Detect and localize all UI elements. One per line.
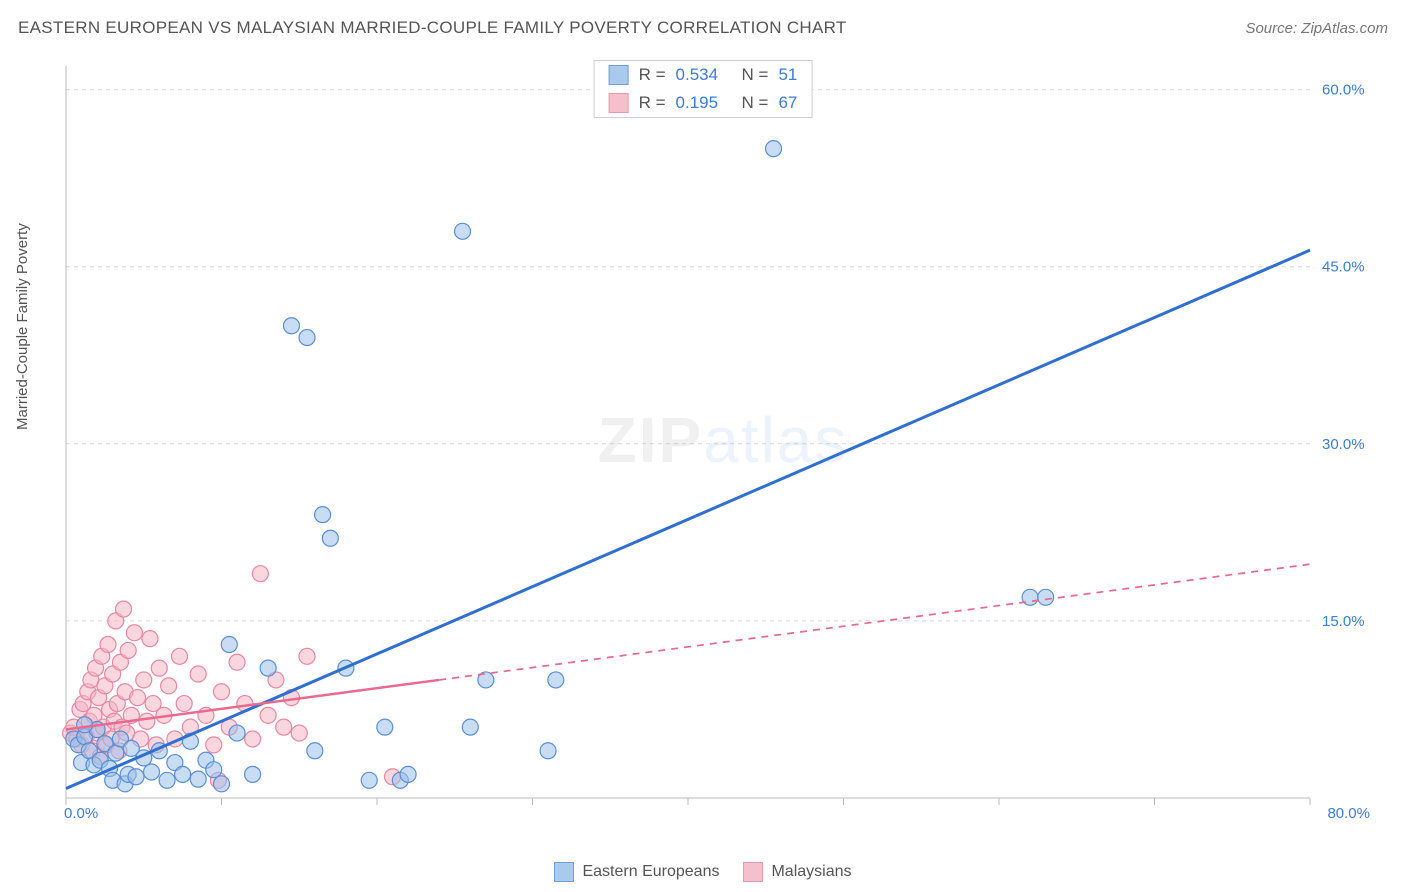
- series-swatch: [609, 65, 629, 85]
- legend-item: Eastern Europeans: [554, 862, 719, 882]
- legend-item: Malaysians: [743, 862, 851, 882]
- r-value: 0.534: [676, 65, 732, 85]
- y-tick-label: 15.0%: [1322, 613, 1365, 630]
- r-value: 0.195: [676, 93, 732, 113]
- y-tick-label: 30.0%: [1322, 436, 1365, 453]
- y-tick-label: 60.0%: [1322, 82, 1365, 99]
- stats-row: R = 0.195 N = 67: [595, 89, 812, 117]
- scatter-plot: 15.0% 30.0% 45.0% 60.0% 0.0% 80.0%: [58, 60, 1388, 820]
- legend-swatch: [743, 862, 763, 882]
- stats-row: R = 0.534 N = 51: [595, 61, 812, 89]
- chart-title: EASTERN EUROPEAN VS MALAYSIAN MARRIED-CO…: [18, 18, 847, 38]
- x-tick-label: 0.0%: [64, 805, 98, 820]
- correlation-stats-box: R = 0.534 N = 51 R = 0.195 N = 67: [594, 60, 813, 118]
- n-label: N =: [742, 65, 769, 85]
- n-label: N =: [742, 93, 769, 113]
- bottom-legend: Eastern Europeans Malaysians: [0, 862, 1406, 882]
- y-tick-label: 45.0%: [1322, 259, 1365, 276]
- n-value: 51: [778, 65, 797, 85]
- r-label: R =: [639, 93, 666, 113]
- x-tick-label: 80.0%: [1327, 805, 1370, 820]
- legend-swatch: [554, 862, 574, 882]
- r-label: R =: [639, 65, 666, 85]
- source-attribution: Source: ZipAtlas.com: [1245, 20, 1388, 37]
- n-value: 67: [778, 93, 797, 113]
- legend-label: Malaysians: [771, 863, 851, 881]
- series-swatch: [609, 93, 629, 113]
- y-axis-label: Married-Couple Family Poverty: [14, 223, 31, 430]
- legend-label: Eastern Europeans: [582, 863, 719, 881]
- chart-area: 15.0%30.0%45.0%60.0%0.0%80.0% ZIPatlas: [58, 60, 1388, 820]
- header: EASTERN EUROPEAN VS MALAYSIAN MARRIED-CO…: [18, 18, 1388, 38]
